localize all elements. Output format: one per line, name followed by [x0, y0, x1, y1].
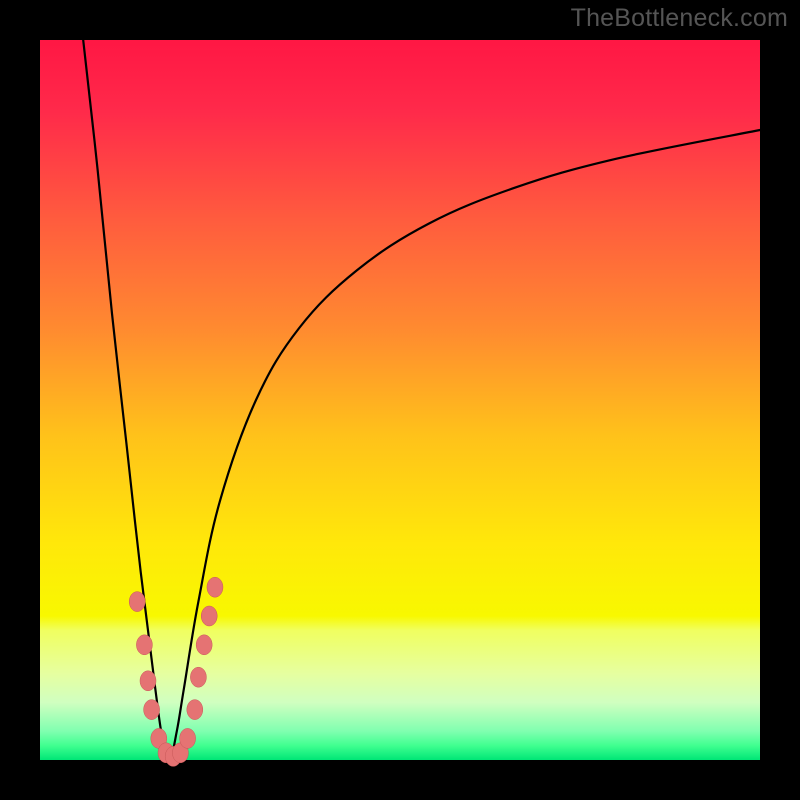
data-marker — [190, 667, 206, 687]
data-marker — [207, 577, 223, 597]
data-marker — [140, 671, 156, 691]
chart-container: TheBottleneck.com — [0, 0, 800, 800]
data-marker — [187, 700, 203, 720]
chart-svg — [0, 0, 800, 800]
data-marker — [180, 728, 196, 748]
plot-area — [40, 40, 760, 766]
watermark-text: TheBottleneck.com — [571, 4, 788, 33]
data-marker — [144, 700, 160, 720]
data-marker — [129, 592, 145, 612]
data-marker — [136, 635, 152, 655]
data-marker — [196, 635, 212, 655]
data-marker — [201, 606, 217, 626]
